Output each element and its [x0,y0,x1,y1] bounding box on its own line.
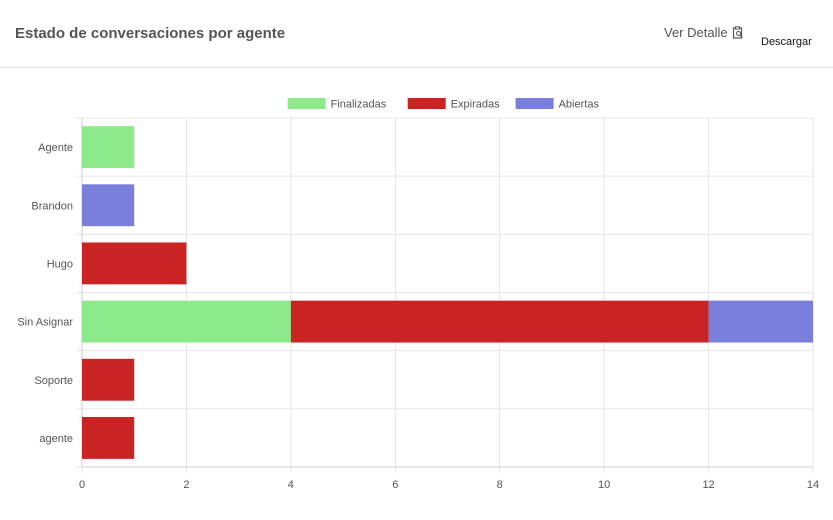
x-tick-label: 6 [392,479,398,491]
legend-label: Expiradas [451,99,500,111]
panel-title: Estado de conversaciones por agente [15,25,286,42]
x-tick-label: 14 [807,479,819,491]
x-tick-label: 12 [702,479,714,491]
legend-label: Abiertas [559,99,600,111]
x-axis-labels: 0 2 4 6 8 10 12 14 [79,479,819,491]
legend-label: Finalizadas [331,99,387,111]
legend-swatch-finalizadas [287,98,326,109]
y-tick-label: Agente [38,142,73,154]
bar-expiradas-agente [82,416,135,459]
panel-header: Estado de conversaciones por agente Ver … [0,0,833,68]
chart-legend: Finalizadas Expiradas Abiertas [287,98,600,111]
y-tick-label: Hugo [47,258,73,270]
y-tick-label: Soporte [34,375,73,387]
bar-finalizadas-sin-asignar [82,300,291,343]
y-axis-labels: Agente Brandon Hugo Sin Asignar Soporte agent… [17,142,73,445]
bar-expiradas-soporte [82,358,135,401]
legend-swatch-expiradas [407,98,446,109]
bar-abiertas-brandon [82,184,135,227]
clipboard-search-icon [732,26,743,39]
bar-abiertas-sin-asignar [708,300,813,343]
view-detail-label: Ver Detalle [664,25,728,40]
bar-expiradas-sin-asignar [290,300,709,343]
download-button[interactable]: Descargar [761,36,812,48]
x-tick-label: 10 [598,479,610,491]
chart-bars [82,126,813,459]
y-tick-label: agente [39,433,73,445]
x-tick-label: 0 [79,479,85,491]
y-tick-label: Brandon [31,200,73,212]
y-tick-label: Sin Asignar [17,317,73,329]
chart-grid [76,117,814,473]
legend-swatch-abiertas [515,98,554,109]
bar-finalizadas-agente [82,126,135,169]
x-tick-label: 2 [183,479,189,491]
x-tick-label: 4 [288,479,294,491]
x-tick-label: 8 [497,479,503,491]
bar-expiradas-hugo [82,242,187,285]
view-detail-link[interactable]: Ver Detalle [664,25,744,40]
